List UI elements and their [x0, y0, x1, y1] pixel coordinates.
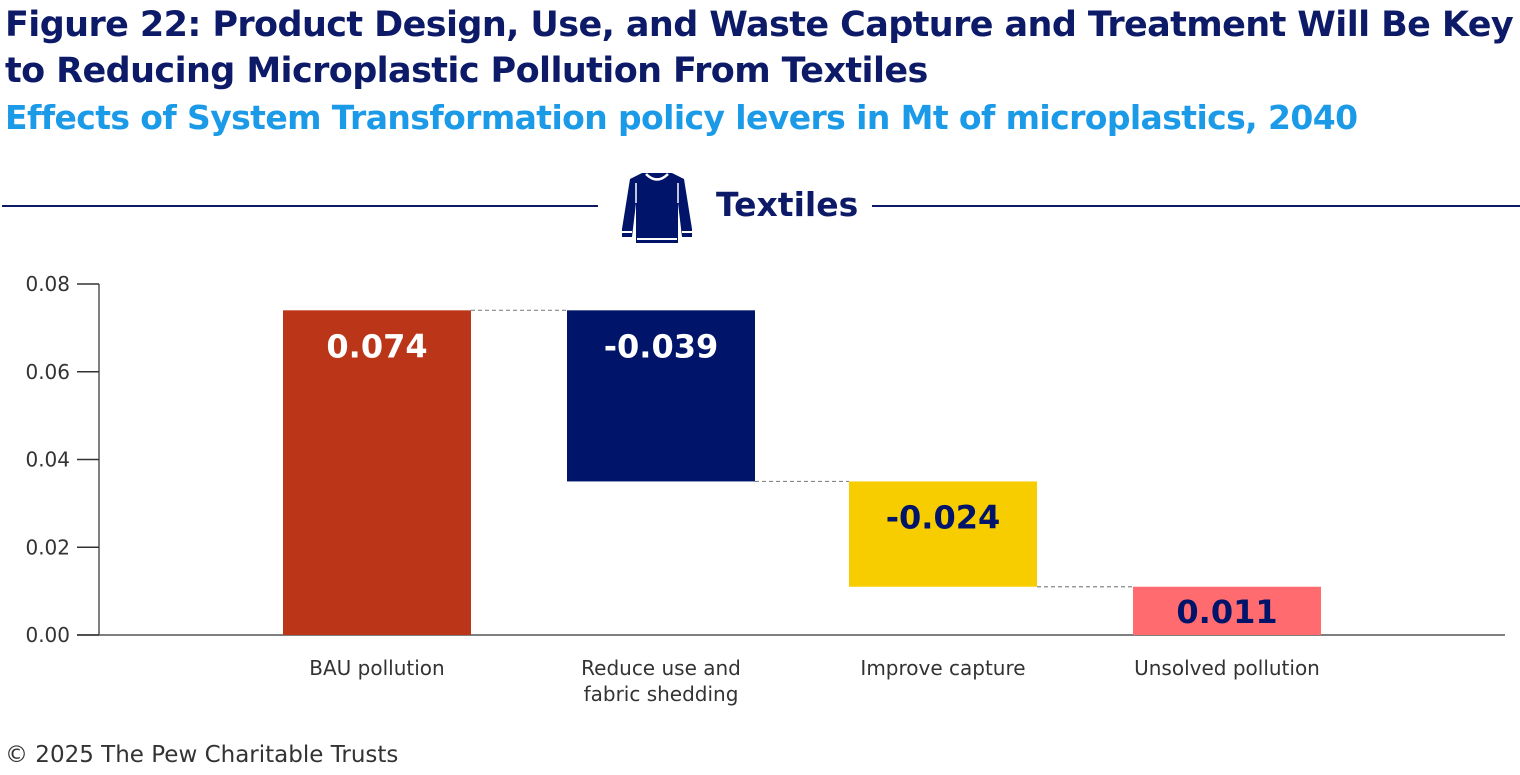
bar-3: [1133, 586, 1321, 635]
y-tick-label: 0.08: [25, 272, 70, 296]
y-tick-label: 0.02: [25, 535, 70, 559]
category-label: Unsolved pollution: [1134, 656, 1320, 680]
data-label: 0.074: [326, 327, 427, 365]
y-tick-label: 0.06: [25, 360, 70, 384]
copyright: © 2025 The Pew Charitable Trusts: [5, 742, 399, 768]
divider-right: [872, 205, 1520, 207]
sweater-icon: [622, 173, 692, 243]
category-label: Reduce use and: [581, 656, 741, 680]
section-label: Textiles: [716, 185, 859, 224]
category-label: Improve capture: [860, 656, 1025, 680]
bar-1: [567, 310, 755, 482]
data-label: -0.039: [604, 327, 719, 365]
y-tick-label: 0.04: [25, 448, 70, 472]
y-tick-label: 0.00: [25, 623, 70, 647]
divider-left: [2, 205, 598, 207]
chart-title: Figure 22: Product Design, Use, and Wast…: [5, 5, 1514, 91]
category-label: BAU pollution: [309, 656, 444, 680]
bar-0: [283, 310, 471, 635]
data-label: -0.024: [886, 498, 1001, 536]
data-label: 0.011: [1176, 593, 1277, 631]
bar-2: [849, 481, 1037, 587]
section-header: Textiles: [0, 165, 1520, 245]
category-label: fabric shedding: [584, 682, 739, 706]
chart-subtitle: Effects of System Transformation policy …: [5, 98, 1358, 137]
